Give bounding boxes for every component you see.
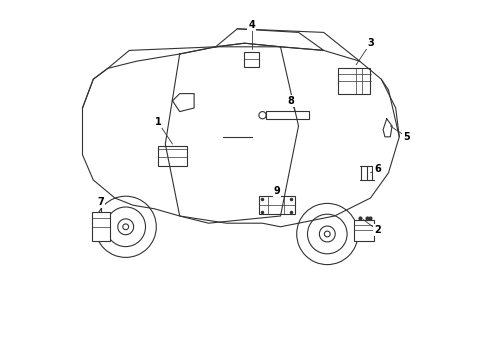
Bar — [258, 196, 294, 214]
Text: 2: 2 — [373, 225, 380, 235]
Text: 8: 8 — [287, 96, 294, 106]
Text: 7: 7 — [97, 197, 103, 207]
Bar — [354, 220, 373, 241]
Bar — [337, 68, 370, 94]
Text: 5: 5 — [402, 132, 409, 142]
Text: 6: 6 — [373, 164, 380, 174]
Bar — [244, 52, 258, 67]
Bar — [265, 111, 309, 119]
Text: 3: 3 — [366, 38, 373, 48]
Bar — [158, 146, 186, 166]
Bar — [91, 212, 109, 241]
Text: 4: 4 — [248, 20, 255, 30]
Text: 1: 1 — [154, 117, 161, 127]
Text: 9: 9 — [273, 186, 280, 196]
